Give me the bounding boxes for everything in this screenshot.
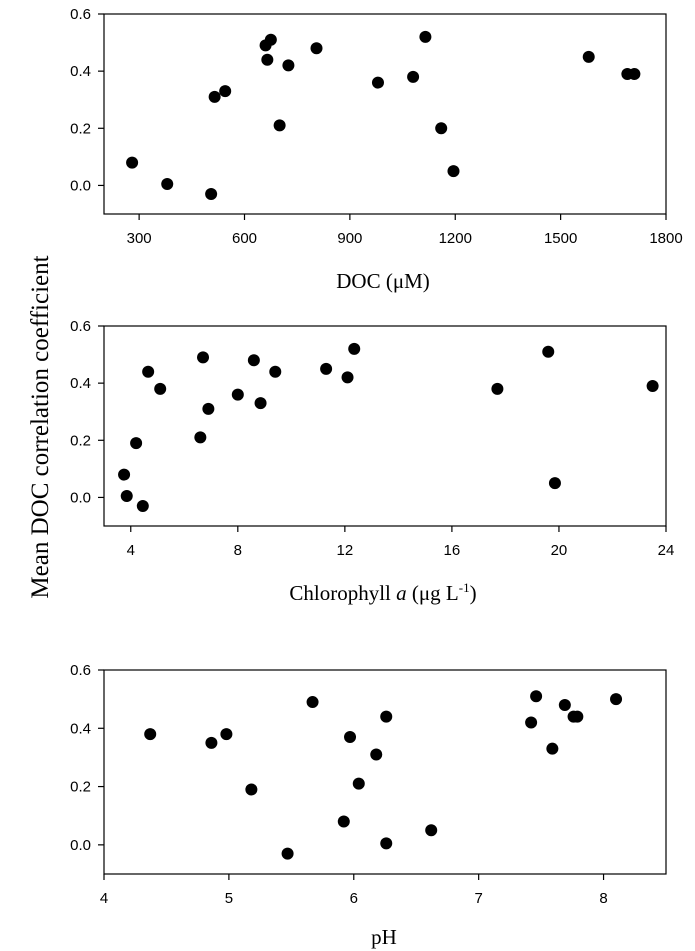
y-tick-label-ph: 0.6 — [70, 662, 91, 679]
data-point-doc — [273, 119, 286, 132]
chart-panel-chlorophyll: Chlorophyll a (μg L-1) 0.0 0.2 0.4 0.6 4 8 12 1… — [70, 318, 674, 605]
y-tick-label-chlorophyll: 0.4 — [70, 375, 91, 392]
x-tick-label-chlorophyll: 16 — [444, 542, 461, 559]
y-tick-label-ph: 0.2 — [70, 779, 91, 796]
data-point-chlorophyll — [130, 437, 143, 450]
data-point-doc — [435, 122, 448, 135]
data-point-doc — [261, 53, 274, 66]
chart-panel-doc: DOC (μM) 0.0 0.2 0.4 0.6 300 600 900 1200 1500 18… — [70, 6, 683, 293]
x-tick-label-chlorophyll: 20 — [551, 542, 568, 559]
y-tick-label-doc: 0.0 — [70, 177, 91, 194]
x-axis-title-chlorophyll: Chlorophyll a (μg L-1) — [289, 580, 476, 605]
x-tick-label-ph: 8 — [599, 890, 607, 907]
data-point-ph — [380, 710, 393, 723]
data-point-chlorophyll — [197, 351, 210, 364]
data-point-chlorophyll — [118, 468, 131, 481]
data-point-chlorophyll — [491, 382, 504, 395]
data-point-doc — [582, 50, 595, 63]
x-tick-label-chlorophyll: 24 — [658, 542, 675, 559]
data-point-chlorophyll — [348, 342, 361, 355]
data-point-ph — [205, 736, 218, 749]
data-point-chlorophyll — [231, 388, 244, 401]
data-point-ph — [370, 748, 383, 761]
data-point-chlorophyll — [136, 500, 149, 512]
data-point-ph — [571, 710, 584, 723]
data-point-ph — [352, 777, 365, 790]
x-tick-label-ph: 6 — [350, 890, 358, 907]
x-tick-label-doc: 300 — [127, 230, 152, 247]
data-point-doc — [219, 85, 232, 98]
x-tick-label-ph: 4 — [100, 890, 108, 907]
data-point-doc — [205, 188, 218, 200]
data-point-doc — [419, 30, 432, 43]
y-tick-label-chlorophyll: 0.6 — [70, 318, 91, 335]
x-tick-label-doc: 1800 — [649, 230, 682, 247]
x-tick-label-doc: 900 — [337, 230, 362, 247]
shared-y-axis-title: Mean DOC correlation coefficient — [27, 255, 54, 598]
y-tick-label-chlorophyll: 0.2 — [70, 432, 91, 449]
data-point-ph — [610, 693, 623, 706]
y-tick-label-ph: 0.0 — [70, 837, 91, 854]
x-tick-label-ph: 7 — [474, 890, 482, 907]
x-tick-label-chlorophyll: 8 — [234, 542, 242, 559]
chart-panel-ph: pH 0.0 0.2 0.4 0.6 4 5 6 7 8 — [70, 662, 667, 949]
data-point-ph — [525, 716, 538, 729]
data-point-ph — [337, 815, 350, 828]
data-point-chlorophyll — [542, 345, 555, 358]
data-point-ph — [306, 696, 319, 709]
plot-frame-doc — [103, 13, 667, 215]
data-point-doc — [371, 76, 384, 89]
plot-frame-chlorophyll — [103, 325, 667, 527]
data-point-chlorophyll — [254, 397, 267, 410]
plot-frame-ph — [103, 669, 667, 875]
data-point-chlorophyll — [202, 402, 215, 415]
y-tick-label-doc: 0.4 — [70, 63, 91, 80]
data-point-chlorophyll — [247, 354, 260, 367]
data-point-doc — [310, 42, 323, 55]
data-point-chlorophyll — [548, 477, 561, 490]
x-axis-title-ph: pH — [371, 925, 397, 949]
data-point-chlorophyll — [142, 365, 155, 378]
data-point-doc — [282, 59, 295, 72]
data-point-chlorophyll — [269, 365, 282, 378]
data-point-ph — [546, 742, 559, 755]
x-tick-label-chlorophyll: 12 — [337, 542, 354, 559]
data-point-doc — [407, 70, 420, 83]
data-point-ph — [281, 847, 294, 860]
data-point-ph — [344, 731, 357, 744]
x-tick-label-ph: 5 — [225, 890, 233, 907]
data-point-ph — [530, 690, 543, 703]
data-point-doc — [447, 165, 460, 178]
data-point-ph — [425, 824, 438, 837]
data-point-doc — [628, 68, 641, 80]
data-point-doc — [208, 90, 221, 103]
data-point-chlorophyll — [120, 490, 133, 502]
data-point-doc — [264, 33, 277, 46]
data-point-chlorophyll — [194, 431, 207, 444]
data-point-doc — [161, 178, 174, 190]
x-axis-title-doc: DOC (μM) — [336, 269, 430, 293]
y-tick-label-doc: 0.2 — [70, 120, 91, 137]
data-point-chlorophyll — [646, 380, 659, 392]
data-point-ph — [220, 728, 233, 741]
data-point-doc — [126, 156, 139, 169]
x-tick-label-doc: 1500 — [544, 230, 577, 247]
data-point-chlorophyll — [320, 362, 333, 375]
y-tick-label-chlorophyll: 0.0 — [70, 489, 91, 506]
x-tick-label-doc: 600 — [232, 230, 257, 247]
data-point-ph — [245, 783, 258, 796]
y-tick-label-doc: 0.6 — [70, 6, 91, 23]
y-tick-label-ph: 0.4 — [70, 720, 91, 737]
data-point-ph — [558, 698, 571, 711]
data-point-ph — [144, 728, 157, 741]
x-tick-label-chlorophyll: 4 — [127, 542, 135, 559]
x-tick-label-doc: 1200 — [439, 230, 472, 247]
data-point-chlorophyll — [154, 382, 167, 395]
data-point-chlorophyll — [341, 371, 354, 384]
data-point-ph — [380, 837, 393, 850]
